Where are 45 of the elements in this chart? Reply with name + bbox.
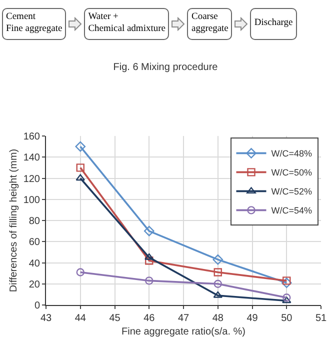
point bbox=[282, 294, 291, 302]
point bbox=[76, 164, 84, 172]
text: Water + Chemical admixture bbox=[84, 8, 170, 40]
y-tick-label: 100 bbox=[23, 194, 40, 206]
y-axis-title: Differences of filling height (mm) bbox=[8, 148, 20, 292]
y-tick-label: 40 bbox=[28, 258, 40, 270]
point bbox=[144, 226, 154, 236]
point bbox=[214, 280, 222, 288]
y-tick-label: 60 bbox=[28, 237, 40, 248]
y-tick-label: 20 bbox=[28, 279, 40, 290]
x-tick-label: 49 bbox=[246, 313, 258, 324]
text: Cement Fine aggregate bbox=[2, 8, 66, 40]
y-tick-label: 140 bbox=[23, 152, 40, 164]
point bbox=[145, 276, 154, 285]
x-tick-label: 46 bbox=[144, 313, 156, 324]
x-tick-label: 48 bbox=[212, 313, 224, 324]
y-tick-label: 160 bbox=[23, 132, 40, 142]
text: Coarse aggregate bbox=[187, 8, 232, 40]
x-axis-title: Fine aggregate ratio(s/a. %) bbox=[122, 326, 246, 338]
point bbox=[75, 141, 86, 152]
x-tick-label: 51 bbox=[315, 313, 327, 324]
legend-label: W/C=54% bbox=[271, 206, 312, 216]
point bbox=[212, 254, 224, 265]
point bbox=[76, 268, 84, 276]
x-tick-label: 50 bbox=[281, 313, 293, 324]
legend-label: W/C=50% bbox=[271, 168, 312, 178]
x-tick-label: 47 bbox=[178, 313, 190, 324]
x-tick-label: 45 bbox=[109, 313, 121, 324]
point bbox=[144, 253, 154, 260]
text: Discharge bbox=[250, 8, 297, 40]
y-tick-label: 0 bbox=[34, 300, 40, 312]
point bbox=[282, 296, 292, 304]
caption: Fig. 6 Mixing procedure bbox=[112, 62, 219, 73]
y-tick-label: 80 bbox=[28, 216, 40, 227]
point bbox=[76, 174, 86, 181]
point bbox=[213, 291, 223, 298]
y-tick-label: 120 bbox=[23, 174, 40, 185]
point bbox=[282, 276, 291, 285]
point bbox=[214, 268, 222, 276]
legend-label: W/C=52% bbox=[271, 186, 312, 197]
point bbox=[145, 256, 154, 265]
legend-label: W/C=48% bbox=[271, 148, 312, 159]
point bbox=[281, 278, 292, 288]
x-tick-label: 43 bbox=[40, 313, 52, 324]
x-tick-label: 44 bbox=[74, 313, 86, 324]
